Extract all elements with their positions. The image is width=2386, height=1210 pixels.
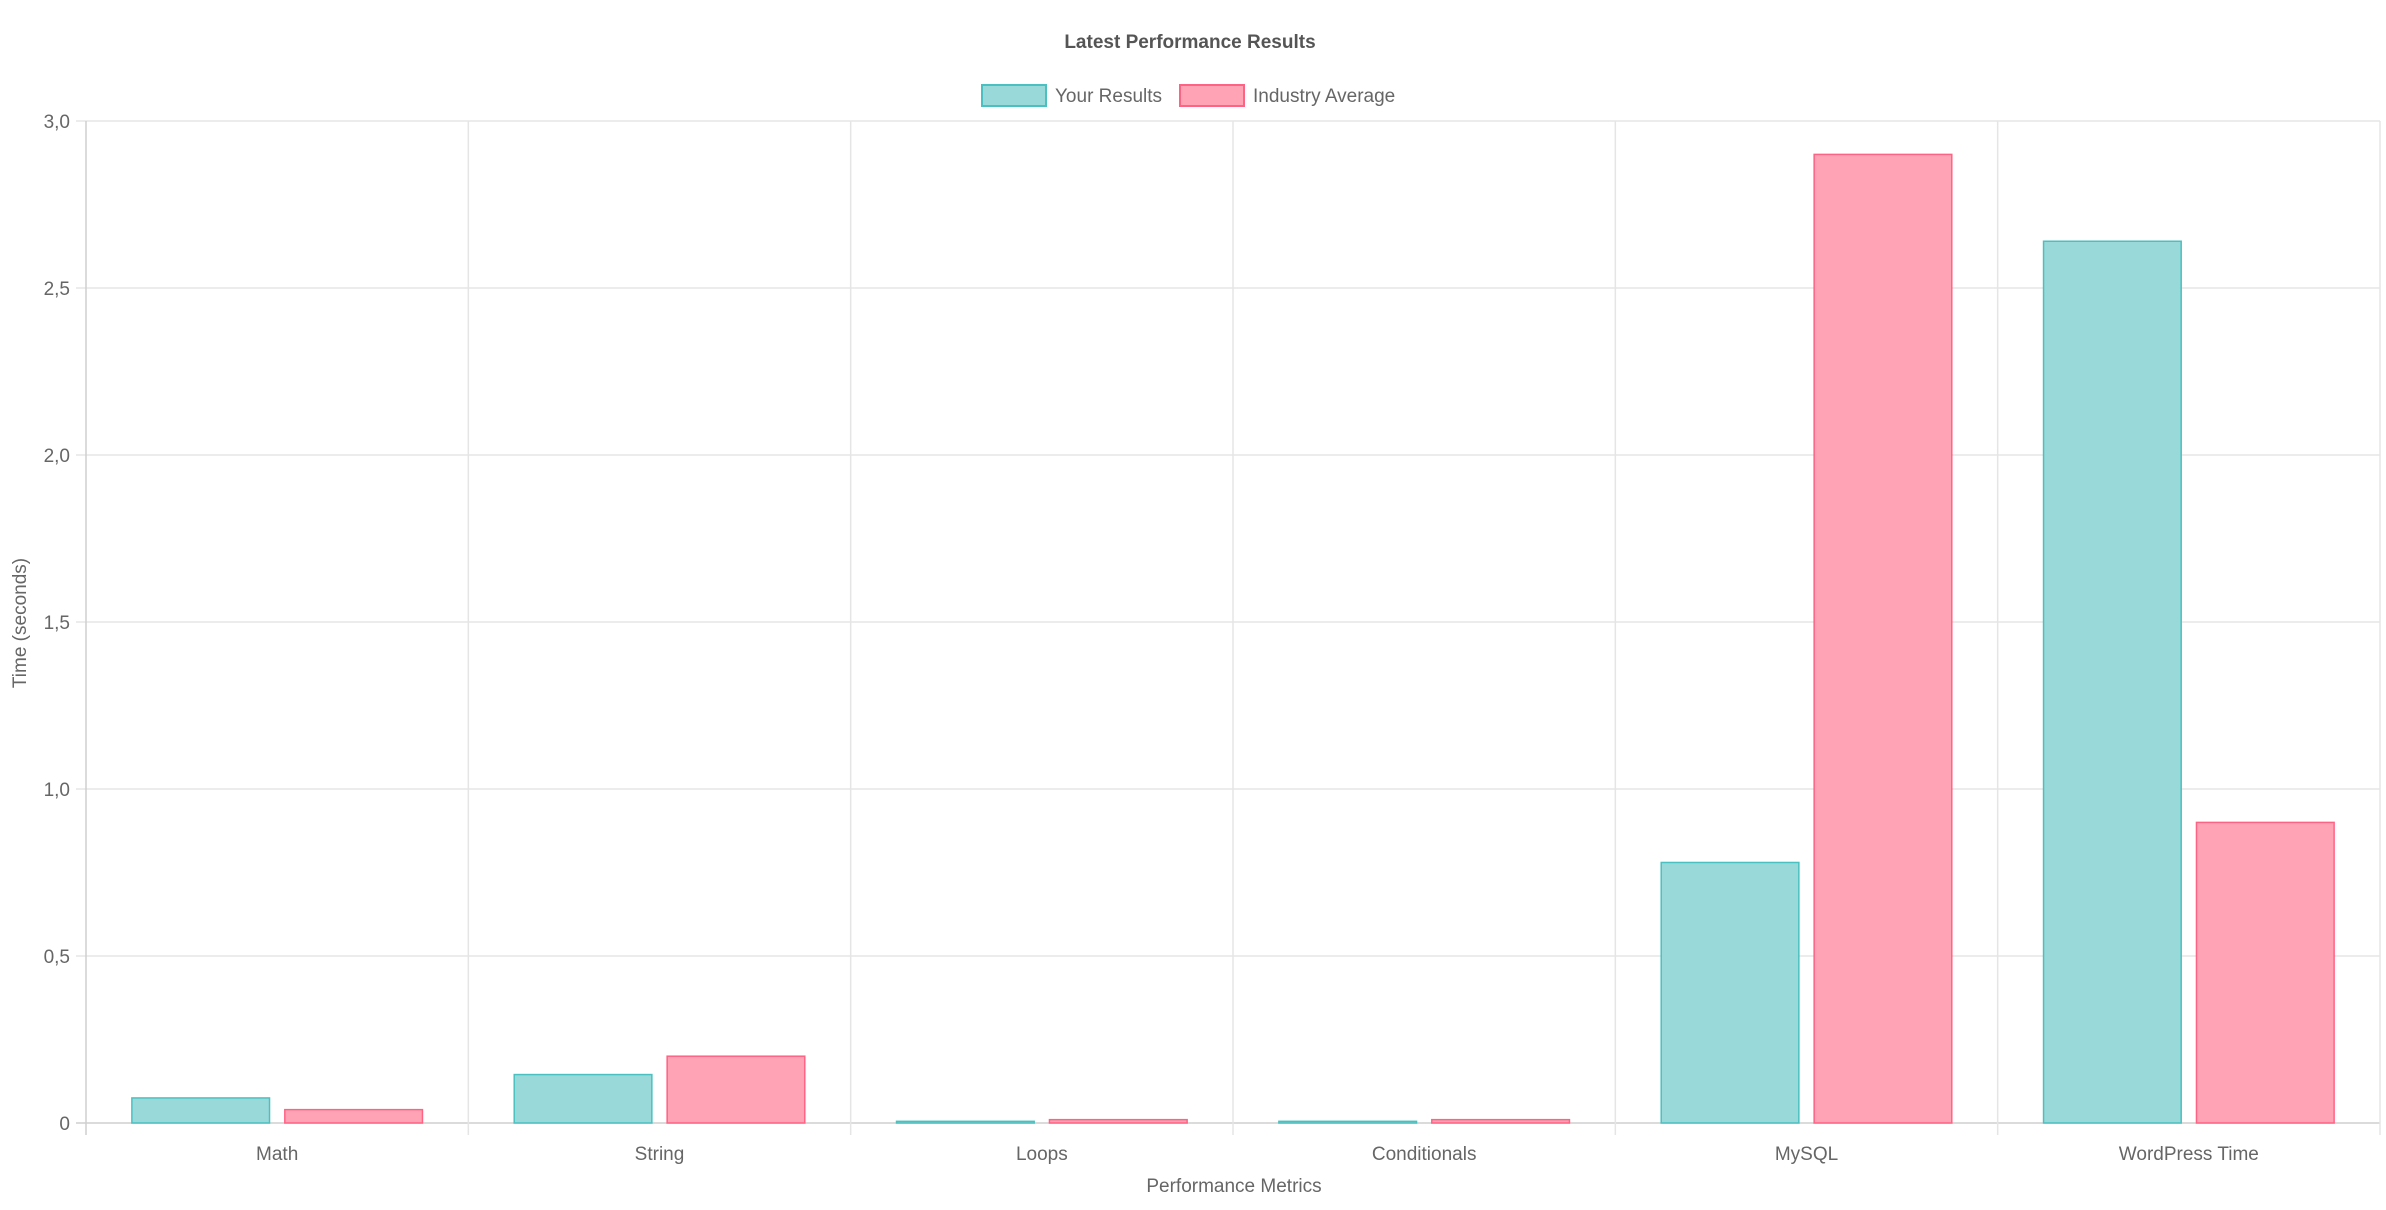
chart-title: Latest Performance Results xyxy=(1064,32,1315,53)
legend-item-your-results[interactable]: Your Results xyxy=(981,84,1162,107)
bar-your-results-mysql[interactable] xyxy=(1660,861,1800,1124)
bar-industry-average-math[interactable] xyxy=(284,1108,424,1124)
legend-label-your-results: Your Results xyxy=(1055,86,1162,107)
y-tick-label: 2,5 xyxy=(44,279,70,300)
legend: Your Results Industry Average xyxy=(981,84,1395,107)
x-tick-label: WordPress Time xyxy=(2119,1144,2259,1165)
x-tick-label: Loops xyxy=(1016,1144,1068,1165)
bar-your-results-wordpress-time[interactable] xyxy=(2042,240,2182,1124)
bar-industry-average-conditionals[interactable] xyxy=(1431,1118,1571,1124)
y-tick-label: 1,0 xyxy=(44,780,70,801)
x-axis-ticks: Math String Loops Conditionals MySQL WordPres… xyxy=(256,1144,2259,1165)
grid-lines xyxy=(76,120,2381,1135)
bar-your-results-loops[interactable] xyxy=(895,1120,1035,1124)
y-tick-label: 3,0 xyxy=(44,112,70,133)
y-axis-label: Time (seconds) xyxy=(10,558,31,688)
x-tick-label: Conditionals xyxy=(1372,1144,1477,1165)
y-tick-label: 1,5 xyxy=(44,613,70,634)
bars xyxy=(131,153,2335,1124)
y-tick-label: 2,0 xyxy=(44,446,70,467)
bar-industry-average-mysql[interactable] xyxy=(1813,153,1953,1124)
legend-swatch-industry-average xyxy=(1179,84,1245,107)
x-tick-label: String xyxy=(635,1144,685,1165)
y-axis-ticks: 0 0,5 1,0 1,5 2,0 2,5 3,0 xyxy=(44,112,70,1135)
bar-your-results-string[interactable] xyxy=(513,1073,653,1124)
bar-industry-average-wordpress-time[interactable] xyxy=(2195,821,2335,1124)
bar-your-results-math[interactable] xyxy=(131,1097,271,1124)
bar-your-results-conditionals[interactable] xyxy=(1278,1120,1418,1124)
legend-swatch-your-results xyxy=(981,84,1047,107)
x-axis-label: Performance Metrics xyxy=(1146,1176,1321,1197)
y-tick-label: 0 xyxy=(59,1114,70,1135)
legend-label-industry-average: Industry Average xyxy=(1253,86,1395,107)
x-tick-label: MySQL xyxy=(1775,1144,1838,1165)
legend-item-industry-average[interactable]: Industry Average xyxy=(1179,84,1395,107)
x-tick-label: Math xyxy=(256,1144,298,1165)
bar-industry-average-loops[interactable] xyxy=(1048,1118,1188,1124)
bar-industry-average-string[interactable] xyxy=(666,1055,806,1124)
y-tick-label: 0,5 xyxy=(44,947,70,968)
